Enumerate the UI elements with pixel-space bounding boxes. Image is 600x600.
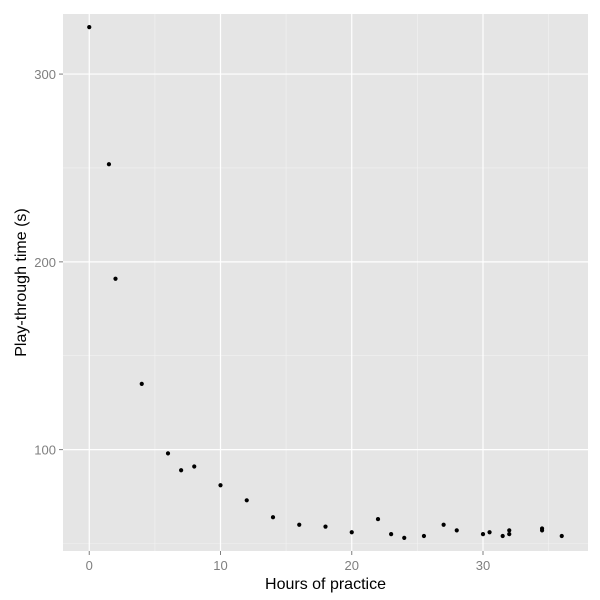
major-gridlines bbox=[63, 14, 588, 551]
y-tick-label: 300 bbox=[34, 67, 56, 82]
data-point bbox=[421, 533, 427, 539]
data-point bbox=[323, 524, 328, 529]
data-point bbox=[389, 532, 394, 537]
data-point bbox=[349, 530, 354, 535]
y-tick-label: 200 bbox=[34, 255, 56, 270]
data-point bbox=[480, 532, 486, 537]
plot-panel bbox=[63, 14, 588, 551]
y-axis: 100 200 300 bbox=[34, 67, 63, 458]
data-points bbox=[87, 25, 564, 540]
data-point bbox=[487, 530, 492, 535]
y-tick-label: 100 bbox=[34, 443, 56, 458]
minor-gridlines bbox=[63, 14, 588, 551]
data-point bbox=[218, 483, 223, 488]
data-point bbox=[113, 276, 118, 281]
data-point bbox=[507, 532, 512, 537]
data-point bbox=[402, 535, 407, 540]
data-point bbox=[454, 528, 459, 533]
data-point bbox=[192, 464, 197, 469]
data-point bbox=[297, 522, 302, 527]
x-axis-title: Hours of practice bbox=[265, 576, 386, 593]
data-point bbox=[106, 162, 112, 167]
x-tick-label: 20 bbox=[345, 558, 359, 573]
data-point bbox=[539, 526, 545, 531]
x-tick-label: 10 bbox=[213, 558, 227, 573]
data-point bbox=[500, 533, 505, 539]
data-point bbox=[244, 498, 249, 503]
x-tick-label: 0 bbox=[86, 558, 93, 573]
data-point bbox=[179, 468, 184, 473]
data-point bbox=[375, 516, 381, 522]
x-tick-label: 30 bbox=[476, 558, 490, 573]
data-point bbox=[559, 533, 564, 539]
x-axis: 0 10 20 30 bbox=[86, 551, 490, 573]
data-point bbox=[165, 451, 171, 456]
data-point bbox=[87, 25, 92, 30]
data-point bbox=[270, 515, 276, 520]
data-point bbox=[441, 522, 446, 527]
y-axis-title: Play-through time (s) bbox=[13, 208, 30, 357]
data-point bbox=[139, 381, 144, 386]
data-point bbox=[507, 528, 512, 533]
